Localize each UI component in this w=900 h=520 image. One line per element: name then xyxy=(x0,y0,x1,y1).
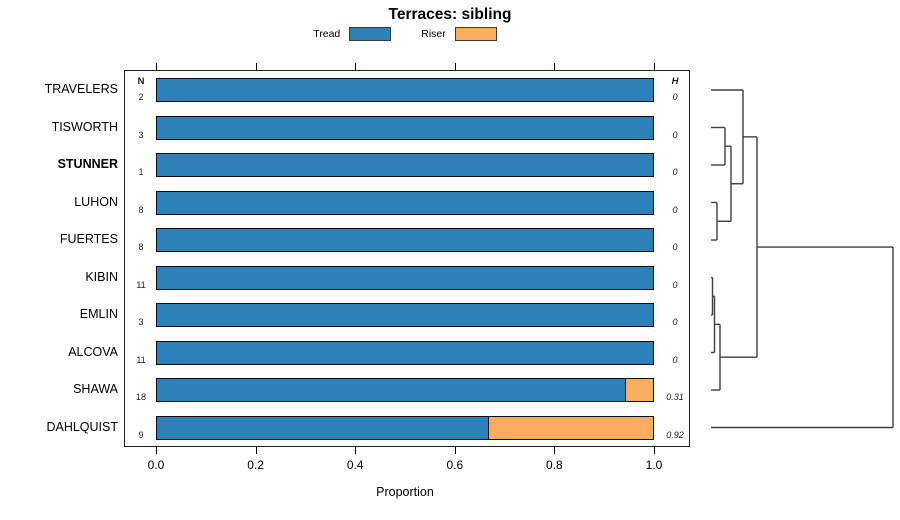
bar-segment-tread xyxy=(157,379,626,401)
row-label: KIBIN xyxy=(85,269,118,284)
h-column-header: H xyxy=(671,76,679,87)
n-value: 8 xyxy=(138,204,144,215)
stacked-bar xyxy=(156,115,654,140)
n-value: 18 xyxy=(135,392,146,402)
bar-segment-tread xyxy=(157,304,653,326)
stacked-bar xyxy=(156,415,654,440)
bar-segment-riser xyxy=(487,416,653,439)
x-axis-tick xyxy=(355,447,357,454)
n-value: 9 xyxy=(138,429,144,440)
bar-segment-tread xyxy=(157,266,653,289)
bar-segment-tread xyxy=(157,79,653,101)
stacked-bar xyxy=(156,228,654,252)
x-axis-tick-label: 0.8 xyxy=(546,458,563,472)
h-value: 0 xyxy=(672,242,678,252)
x-axis-tick xyxy=(654,447,655,454)
tread-color-swatch xyxy=(349,27,392,41)
legend-item-riser: Riser xyxy=(421,27,497,41)
row-label: STUNNER xyxy=(57,157,118,171)
n-value: 1 xyxy=(138,167,144,177)
n-value: 8 xyxy=(138,242,144,252)
n-value: 2 xyxy=(138,92,144,102)
x-axis-tick-label: 0.6 xyxy=(446,458,464,472)
row-label: TISWORTH xyxy=(51,119,118,134)
bar-segment-tread xyxy=(157,229,653,251)
x-axis-tick xyxy=(156,447,157,454)
row-label: ALCOVA xyxy=(68,344,118,359)
row-label: EMLIN xyxy=(79,307,118,321)
x-axis-tick-top xyxy=(554,63,556,70)
row-label: LUHON xyxy=(74,194,118,209)
stacked-bar xyxy=(156,78,654,102)
chart-title: Terraces: sibling xyxy=(388,6,512,23)
x-axis-tick-label: 0.2 xyxy=(247,458,264,472)
h-value: 0 xyxy=(672,167,678,177)
stacked-bar xyxy=(156,153,654,177)
legend-item-tread: Tread xyxy=(313,27,392,41)
stacked-bar xyxy=(156,190,654,215)
n-value: 11 xyxy=(136,354,146,365)
row-label: TRAVELERS xyxy=(44,82,118,96)
n-value: 11 xyxy=(136,279,146,290)
x-axis-tick-label: 0.0 xyxy=(147,458,165,472)
h-value: 0 xyxy=(672,129,678,140)
n-value: 3 xyxy=(138,129,144,140)
h-value: 0 xyxy=(672,279,678,290)
h-value: 0.92 xyxy=(666,429,684,440)
x-axis-tick-label: 1.0 xyxy=(645,458,663,472)
bar-segment-tread xyxy=(157,191,653,214)
stacked-bar xyxy=(156,378,654,402)
h-value: 0 xyxy=(672,204,678,215)
row-label: SHAWA xyxy=(73,382,118,396)
bar-segment-tread xyxy=(157,116,653,139)
x-axis-tick-top xyxy=(654,63,655,70)
x-axis-tick-top xyxy=(454,63,456,70)
stacked-bar xyxy=(156,340,654,365)
x-axis-tick-top xyxy=(355,63,357,70)
bar-segment-tread xyxy=(157,341,653,364)
stacked-bar xyxy=(156,303,654,327)
n-column-header: N xyxy=(137,76,145,87)
riser-color-swatch xyxy=(454,27,497,41)
x-axis-tick-top xyxy=(255,63,257,70)
legend-label-tread: Tread xyxy=(313,28,341,40)
h-value: 0.31 xyxy=(666,392,684,402)
n-value: 3 xyxy=(138,317,144,327)
h-value: 0 xyxy=(672,354,678,365)
bar-segment-riser xyxy=(625,379,653,401)
h-value: 0 xyxy=(672,317,678,327)
row-label: FUERTES xyxy=(59,232,118,246)
legend-label-riser: Riser xyxy=(421,28,446,40)
bar-segment-tread xyxy=(157,416,488,439)
stacked-bar xyxy=(156,265,654,290)
legend: Tread Riser xyxy=(0,27,810,41)
x-axis-tick-top xyxy=(156,63,157,70)
x-axis-title: Proportion xyxy=(376,485,434,499)
x-axis-tick xyxy=(554,447,556,454)
x-axis-tick xyxy=(454,447,456,454)
row-label: DAHLQUIST xyxy=(46,419,118,434)
x-axis-tick-label: 0.4 xyxy=(346,458,364,472)
bar-segment-tread xyxy=(157,154,653,176)
x-axis-tick xyxy=(255,447,257,454)
h-value: 0 xyxy=(672,92,678,102)
